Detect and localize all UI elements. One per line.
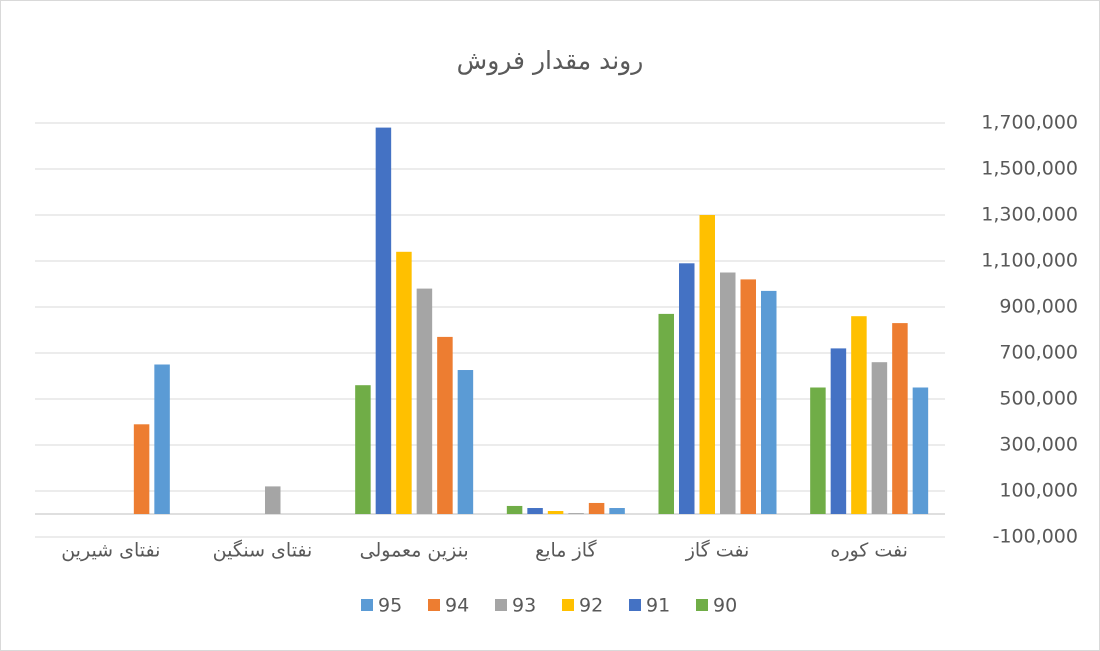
y-tick-label: 500,000: [999, 388, 1078, 410]
legend-label: 95: [378, 595, 402, 617]
legend-swatch: [562, 599, 574, 611]
legend-swatch: [696, 599, 708, 611]
legend-label: 91: [646, 595, 670, 617]
legend-label: 90: [713, 595, 737, 617]
y-tick-label: 300,000: [999, 434, 1078, 456]
bar: [699, 215, 715, 514]
legend-label: 94: [445, 595, 469, 617]
bar: [588, 502, 605, 514]
y-tick-label: 1,100,000: [981, 250, 1078, 272]
bar: [740, 279, 756, 514]
legend-label: 93: [512, 595, 536, 617]
y-tick-label: 100,000: [999, 480, 1078, 502]
bar: [761, 290, 777, 514]
y-tick-label: 1,500,000: [981, 158, 1078, 180]
bar: [568, 513, 584, 514]
bar: [527, 508, 543, 514]
legend-swatch: [495, 599, 507, 611]
bar: [457, 370, 474, 514]
y-tick-label: 1,300,000: [981, 204, 1078, 226]
legend-label: 92: [579, 595, 603, 617]
y-tick-label: 700,000: [999, 342, 1078, 364]
bar: [851, 316, 867, 514]
x-tick-label: نفت کوره: [830, 540, 908, 562]
bar: [609, 508, 625, 514]
x-tick-label: نفتای شیرین: [61, 540, 160, 562]
x-tick-label: گاز مایع: [535, 539, 597, 562]
legend-swatch: [629, 599, 641, 611]
bar: [416, 288, 433, 514]
legend-swatch: [428, 599, 440, 611]
bar: [871, 362, 888, 514]
legend-swatch: [361, 599, 373, 611]
bar: [375, 127, 392, 514]
y-tick-label: 900,000: [999, 296, 1078, 318]
bar: [133, 424, 150, 514]
bar: [679, 263, 695, 514]
bar: [547, 511, 564, 514]
bar: [355, 385, 371, 514]
y-tick-label: 1,700,000: [981, 112, 1078, 134]
bar: [506, 505, 523, 514]
chart-title: روند مقدار فروش: [457, 46, 644, 76]
x-tick-label: بنزین معمولی: [360, 540, 469, 562]
bar: [892, 323, 908, 514]
x-tick-label: نفت گاز: [685, 539, 750, 562]
y-tick-label: -100,000: [993, 526, 1078, 548]
bar: [154, 364, 170, 514]
bar: [658, 313, 674, 514]
bar: [830, 348, 847, 514]
bar: [396, 251, 412, 515]
bar: [912, 387, 929, 514]
bar: [720, 272, 736, 514]
x-tick-label: نفتای سنگین: [213, 539, 313, 562]
bar: [437, 336, 453, 514]
bar: [265, 486, 281, 514]
bar: [810, 387, 826, 514]
